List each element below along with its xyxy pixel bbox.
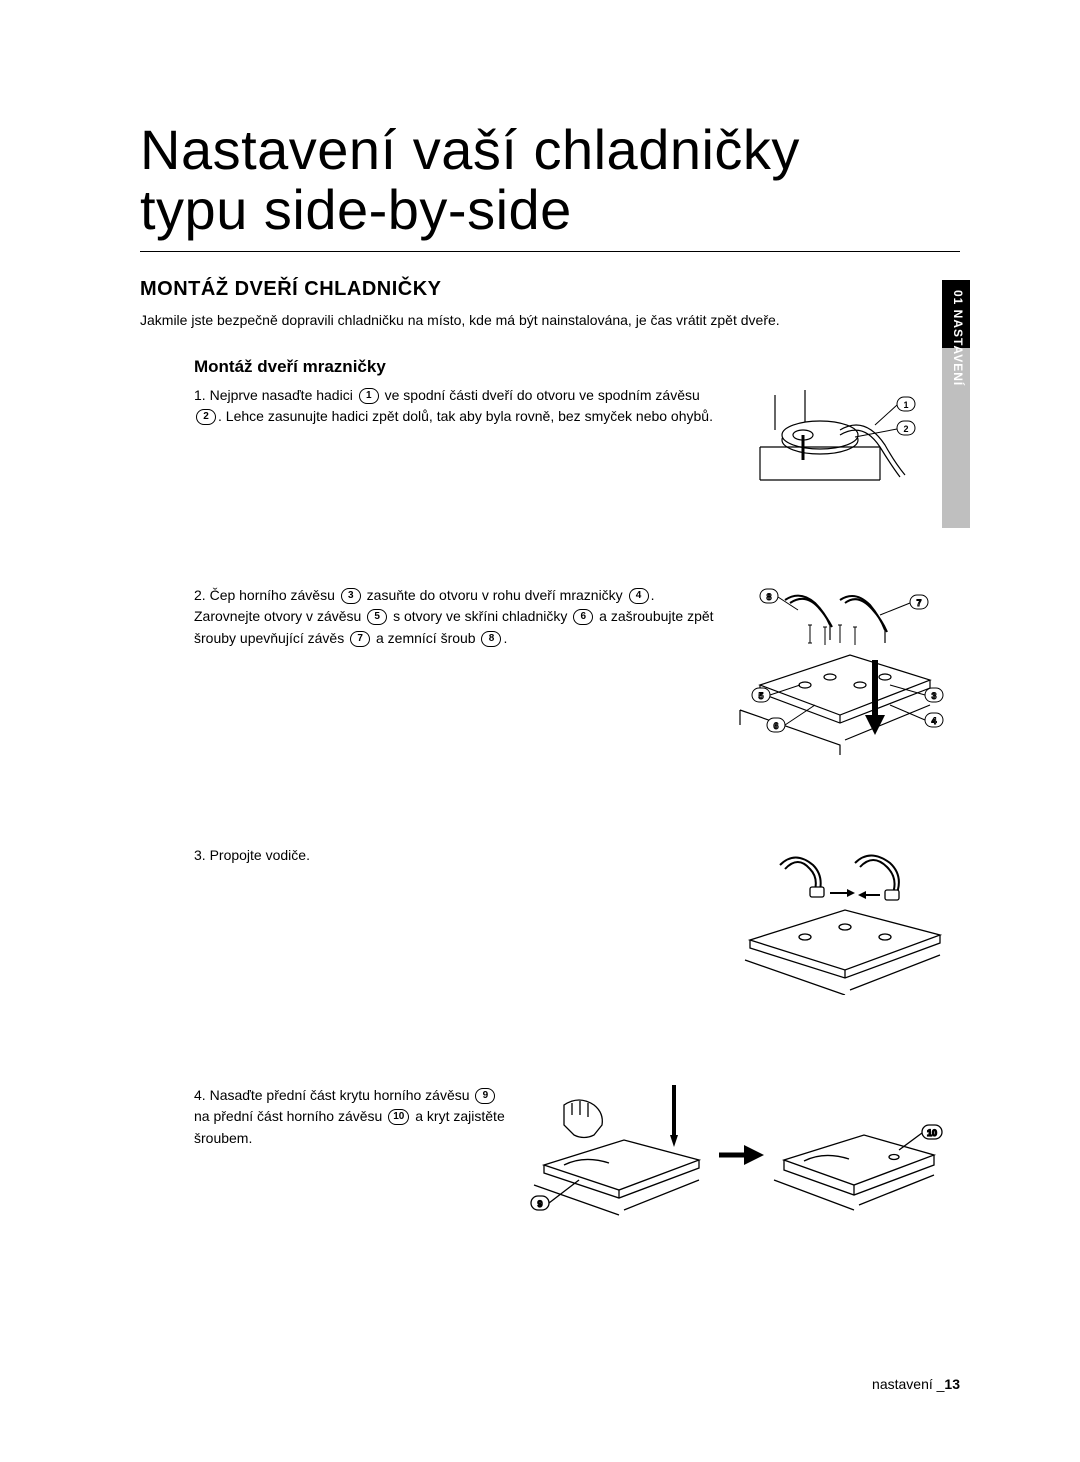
step-2-text: 2. Čep horního závěsu 3 zasuňte do otvor… bbox=[194, 585, 720, 650]
figure-cover-hinge: 9 10 bbox=[524, 1085, 944, 1235]
page-footer: nastavení _13 bbox=[872, 1376, 960, 1392]
intro-text: Jakmile jste bezpečně dopravili chladnič… bbox=[140, 311, 840, 331]
fig-callout: 9 bbox=[537, 1199, 542, 1209]
step-text-fragment: . bbox=[503, 630, 507, 646]
callout-9: 9 bbox=[475, 1088, 495, 1104]
step-1-text: 1. Nejprve nasaďte hadici 1 ve spodní čá… bbox=[194, 385, 720, 428]
step-3-text: 3. Propojte vodiče. bbox=[194, 845, 720, 867]
figure-hinge-top: 8 7 5 6 bbox=[730, 585, 960, 755]
step-number: 3. bbox=[194, 847, 206, 863]
step-1: 1. Nejprve nasaďte hadici 1 ve spodní čá… bbox=[194, 385, 960, 495]
callout-2: 2 bbox=[196, 409, 216, 425]
callout-8: 8 bbox=[481, 631, 501, 647]
title-line-1: Nastavení vaší chladničky bbox=[140, 118, 800, 181]
step-2: 2. Čep horního závěsu 3 zasuňte do otvor… bbox=[194, 585, 960, 755]
figure-hinge-bottom: 1 2 bbox=[745, 385, 945, 495]
step-number: 2. bbox=[194, 587, 206, 603]
step-4-figure: 9 10 bbox=[524, 1085, 944, 1235]
fig-callout: 3 bbox=[931, 691, 936, 701]
fig-callout: 7 bbox=[916, 598, 921, 608]
step-1-figure: 1 2 bbox=[730, 385, 960, 495]
fig-callout: 8 bbox=[766, 592, 771, 602]
callout-3: 3 bbox=[341, 588, 361, 604]
step-2-figure: 8 7 5 6 bbox=[730, 585, 960, 755]
sub-heading: Montáž dveří mrazničky bbox=[194, 357, 960, 377]
footer-section: nastavení _ bbox=[872, 1376, 944, 1392]
step-text-fragment: na přední část horního závěsu bbox=[194, 1108, 386, 1124]
step-4: 4. Nasaďte přední část krytu horního záv… bbox=[194, 1085, 960, 1235]
fig-callout: 4 bbox=[931, 716, 936, 726]
page-title: Nastavení vaší chladničky typu side-by-s… bbox=[140, 120, 960, 241]
step-text-fragment: Nejprve nasaďte hadici bbox=[210, 387, 357, 403]
figure-connect-wires bbox=[735, 845, 955, 995]
footer-page-number: 13 bbox=[944, 1376, 960, 1392]
callout-7: 7 bbox=[350, 631, 370, 647]
fig-callout: 2 bbox=[903, 424, 908, 434]
step-text-fragment: zasuňte do otvoru v rohu dveří mrazničky bbox=[363, 587, 627, 603]
section-tab: 01 NASTAVENÍ bbox=[942, 280, 970, 540]
step-text-fragment: a zemnící šroub bbox=[372, 630, 479, 646]
fig-callout: 1 bbox=[903, 400, 908, 410]
step-4-text: 4. Nasaďte přední část krytu horního záv… bbox=[194, 1085, 514, 1150]
callout-4: 4 bbox=[629, 588, 649, 604]
section-heading: MONTÁŽ DVEŘÍ CHLADNIČKY bbox=[140, 278, 960, 301]
title-line-2: typu side-by-side bbox=[140, 178, 572, 241]
step-3: 3. Propojte vodiče. bbox=[194, 845, 960, 995]
step-number: 1. bbox=[194, 387, 206, 403]
callout-6: 6 bbox=[573, 609, 593, 625]
step-text-fragment: Nasaďte přední část krytu horního závěsu bbox=[210, 1087, 474, 1103]
callout-1: 1 bbox=[359, 388, 379, 404]
step-number: 4. bbox=[194, 1087, 206, 1103]
fig-callout: 6 bbox=[773, 721, 778, 731]
step-text-fragment: . Lehce zasunujte hadici zpět dolů, tak … bbox=[218, 408, 713, 424]
step-3-figure bbox=[730, 845, 960, 995]
fig-callout: 5 bbox=[758, 691, 763, 701]
step-text-fragment: Čep horního závěsu bbox=[210, 587, 339, 603]
step-text-fragment: Propojte vodiče. bbox=[210, 847, 310, 863]
step-text-fragment: ve spodní části dveří do otvoru ve spodn… bbox=[381, 387, 700, 403]
title-underline bbox=[140, 251, 960, 252]
tab-label: 01 NASTAVENÍ bbox=[951, 290, 965, 386]
fig-callout: 10 bbox=[927, 1128, 937, 1138]
callout-10: 10 bbox=[388, 1109, 409, 1125]
manual-page: Nastavení vaší chladničky typu side-by-s… bbox=[0, 0, 1080, 1462]
steps-list: 1. Nejprve nasaďte hadici 1 ve spodní čá… bbox=[194, 385, 960, 1235]
callout-5: 5 bbox=[367, 609, 387, 625]
step-text-fragment: s otvory ve skříni chladničky bbox=[389, 608, 571, 624]
